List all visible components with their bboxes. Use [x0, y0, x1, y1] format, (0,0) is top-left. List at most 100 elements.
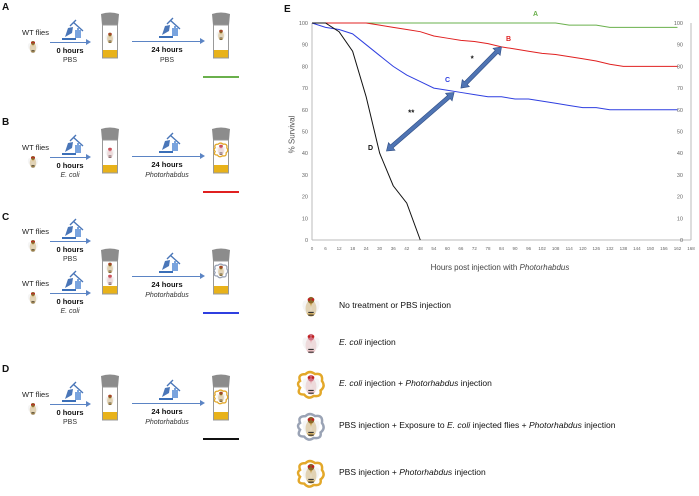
ecoli-photorhabdus-fly-icon	[296, 370, 326, 405]
y-tick-label-right: 80	[677, 64, 683, 70]
legend-item: E. coli injection + Photorhabdus injecti…	[296, 370, 696, 400]
x-tick-label: 96	[526, 246, 532, 251]
infection-treatment: Photorhabdus	[145, 419, 189, 426]
series-line-b	[312, 22, 678, 67]
ecoli-photorhabdus-fly-icon	[213, 142, 229, 163]
significance-arrow	[460, 46, 502, 89]
injection-time: 0 hours	[56, 297, 84, 306]
vial-before	[99, 374, 121, 422]
series-label-a: A	[533, 11, 538, 18]
series-label-c: C	[445, 77, 450, 84]
injection-arrow	[50, 154, 91, 160]
series-line-c	[311, 22, 678, 111]
legend-label-part: injected flies +	[470, 420, 529, 430]
injector-icon	[59, 270, 85, 297]
x-tick-label: 120	[579, 246, 587, 251]
injection-arrow	[50, 290, 91, 296]
legend-label: E. coli injection + Photorhabdus injecti…	[339, 378, 492, 388]
x-tick-label: 132	[606, 246, 614, 251]
series-label-b: B	[506, 36, 511, 43]
x-tick-label: 126	[592, 246, 600, 251]
infection-arrow	[132, 38, 205, 44]
x-tick-label: 42	[404, 246, 410, 251]
panel-label: D	[2, 364, 10, 375]
y-tick-label: 20	[302, 195, 308, 201]
y-tick-label: 40	[302, 151, 308, 157]
significance-arrow	[386, 92, 455, 152]
arrowhead-icon	[200, 400, 205, 406]
y-tick-label: 70	[302, 86, 308, 92]
arrowhead-icon	[86, 401, 91, 407]
x-tick-label: 54	[431, 246, 437, 251]
exposed-photorhabdus-fly-icon	[213, 263, 229, 284]
y-tick-label-right: 40	[677, 151, 683, 157]
legend-label-part: injection	[452, 467, 486, 477]
y-tick-label-right: 50	[677, 130, 683, 136]
ecoli-fly-icon	[102, 272, 118, 293]
arrowhead-icon	[200, 38, 205, 44]
series-label-d: D	[368, 145, 373, 152]
y-tick-label-right: 60	[677, 108, 683, 114]
legend-item: No treatment or PBS injection	[296, 292, 696, 322]
vial-after	[210, 12, 232, 60]
y-tick-label-right: 100	[674, 21, 683, 27]
pbs-fly-icon	[213, 27, 229, 48]
y-tick-label-right: 30	[677, 173, 683, 179]
arrowhead-icon	[86, 39, 91, 45]
x-axis-title-text: Hours post injection with	[430, 263, 520, 272]
legend-label-part: E. coli	[446, 420, 471, 430]
infection-treatment: Photorhabdus	[145, 172, 189, 179]
vial-after	[210, 248, 232, 296]
vial-before	[99, 12, 121, 60]
group-label: WT flies	[22, 390, 49, 399]
y-tick-label-right: 70	[677, 86, 683, 92]
legend-item: PBS injection + Exposure to E. coli inje…	[296, 412, 696, 442]
injection-arrow	[50, 401, 91, 407]
pbs-photorhabdus-fly-icon	[213, 389, 229, 410]
legend-label-part: injection	[581, 420, 616, 430]
vial-before	[99, 127, 121, 175]
legend-label-part: PBS injection + Exposure to	[339, 420, 447, 430]
x-tick-label: 162	[674, 246, 682, 251]
x-tick-label: 30	[377, 246, 383, 251]
injection-arrow	[50, 39, 91, 45]
vial-after	[210, 127, 232, 175]
pbs-fly-icon	[102, 260, 118, 281]
y-tick-label: 50	[302, 130, 308, 136]
y-tick-label-right: 0	[680, 238, 683, 244]
x-tick-label: 108	[552, 246, 560, 251]
injector-icon	[59, 381, 85, 408]
injection-treatment: E. coli	[60, 172, 80, 179]
x-axis-title-species: Photorhabdus	[519, 263, 570, 272]
series-color-key	[203, 312, 239, 314]
legend-label-part: Photorhabdus	[399, 467, 453, 477]
arrowhead-icon	[200, 153, 205, 159]
legend-label-part: E. coli	[339, 378, 363, 388]
x-tick-label: 0	[311, 246, 314, 251]
injection-time: 0 hours	[56, 408, 84, 417]
infection-time: 24 hours	[151, 280, 183, 289]
injector-icon	[156, 17, 182, 44]
infection-time: 24 hours	[151, 160, 183, 169]
pbs-fly-icon	[102, 30, 118, 51]
x-tick-label: 66	[458, 246, 464, 251]
y-tick-label: 10	[302, 216, 308, 222]
legend-label: PBS injection + Exposure to E. coli inje…	[339, 420, 615, 430]
infection-arrow	[132, 273, 205, 279]
legend-label-part: injection +	[362, 378, 406, 388]
injection-treatment: PBS	[62, 256, 77, 263]
arrowhead-icon	[86, 290, 91, 296]
x-tick-label: 72	[472, 246, 478, 251]
x-tick-label: 18	[350, 246, 356, 251]
x-tick-label: 12	[337, 246, 343, 251]
x-axis-title: Hours post injection with Photorhabdus	[400, 263, 600, 272]
panel-d: D WT flies 0 hours PBS 24 hours Photorhabdus	[0, 364, 250, 480]
ecoli-fly-icon	[102, 145, 118, 166]
y-tick-label: 30	[302, 173, 308, 179]
infection-time: 24 hours	[151, 45, 183, 54]
significance-label: *	[471, 54, 475, 63]
infection-arrow	[132, 153, 205, 159]
vial-after	[210, 374, 232, 422]
pbs-fly-icon	[102, 392, 118, 413]
